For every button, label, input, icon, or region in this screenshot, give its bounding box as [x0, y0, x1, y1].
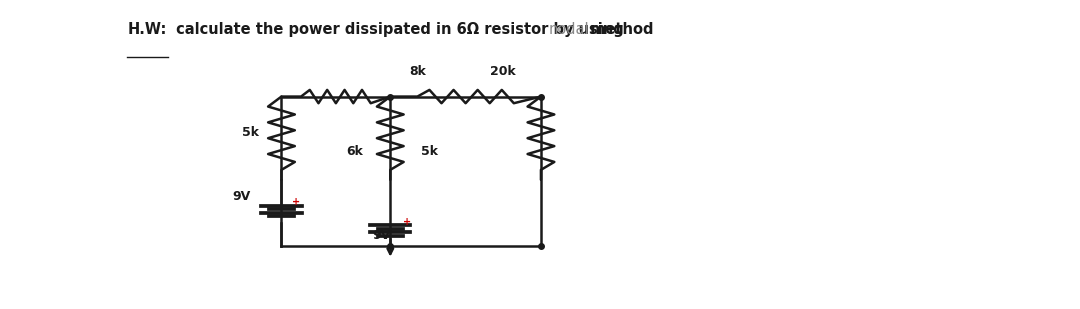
Text: 8k: 8k	[409, 65, 427, 78]
Text: +: +	[293, 197, 300, 207]
Text: +: +	[403, 217, 411, 227]
Text: 5k: 5k	[421, 145, 438, 158]
Text: 20k: 20k	[490, 65, 516, 78]
Text: 5k: 5k	[242, 126, 259, 139]
Text: nodal: nodal	[549, 22, 590, 37]
Text: 9V: 9V	[373, 229, 391, 242]
Text: 9V: 9V	[232, 190, 251, 203]
Text: 6k: 6k	[346, 145, 363, 158]
Text: H.W:: H.W:	[127, 22, 166, 37]
Text: calculate the power dissipated in 6Ω resistor by using: calculate the power dissipated in 6Ω res…	[171, 22, 629, 37]
Text: method: method	[585, 22, 653, 37]
